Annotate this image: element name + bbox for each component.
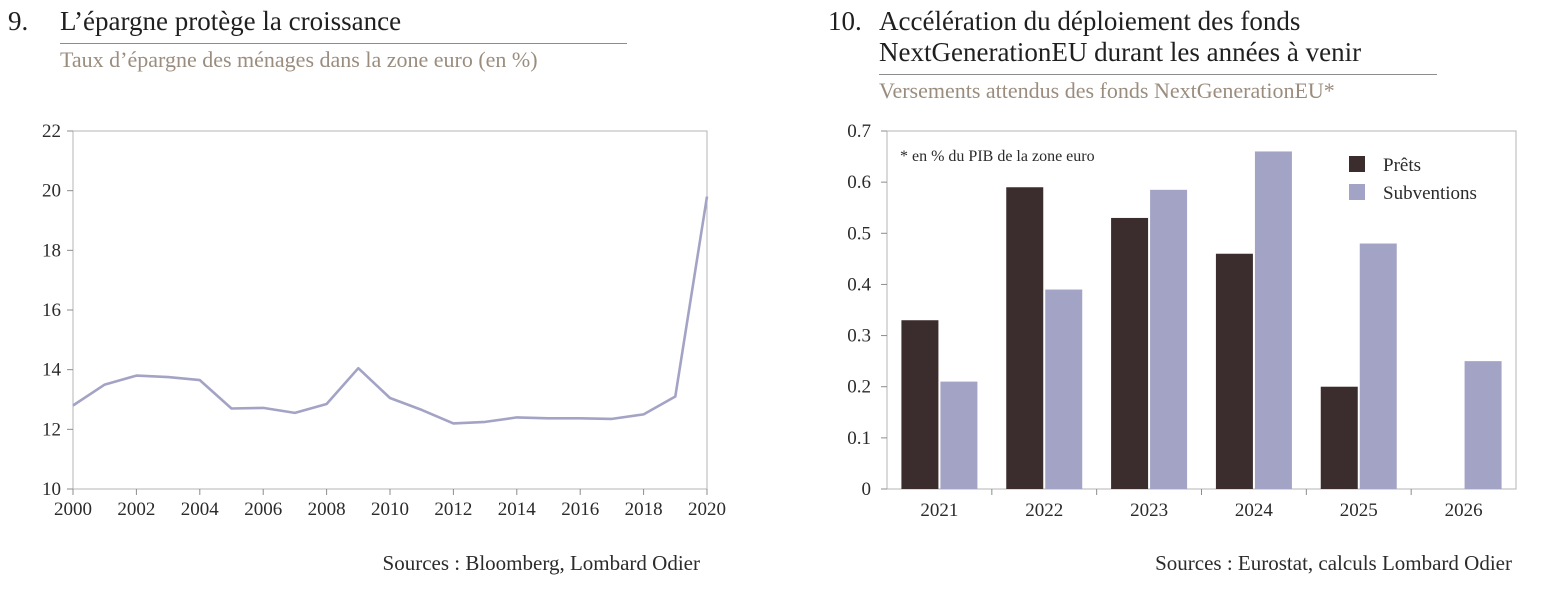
y-tick-label: 0.1 <box>847 428 871 449</box>
x-tick-label: 2012 <box>434 499 472 520</box>
x-tick-label: 2000 <box>54 499 92 520</box>
x-tick-label: 2018 <box>625 499 663 520</box>
x-tick-label: 2004 <box>181 499 220 520</box>
y-tick-label: 16 <box>42 300 61 321</box>
x-tick-label: 2023 <box>1130 500 1168 521</box>
bar-prets-2025 <box>1320 386 1358 489</box>
plot-frame <box>72 130 708 490</box>
title-rule <box>879 74 1437 75</box>
bar-subventions-2021 <box>940 381 978 489</box>
chart-number: 9. <box>8 6 29 36</box>
title-rule <box>60 43 627 44</box>
bar-subventions-2023 <box>1150 189 1188 490</box>
chart-annotation: * en % du PIB de la zone euro <box>900 148 1095 165</box>
panel-savings-rate: 9. L’épargne protège la croissance Taux … <box>0 0 760 595</box>
legend-label: Prêts <box>1383 155 1421 176</box>
chart-title-line2: NextGenerationEU durant les années à ven… <box>879 37 1362 67</box>
bar-subventions-2025 <box>1359 243 1397 489</box>
chart-source: Sources : Bloomberg, Lombard Odier <box>382 551 700 575</box>
y-tick-label: 10 <box>42 479 61 500</box>
chart-subtitle: Taux d’épargne des ménages dans la zone … <box>60 47 538 72</box>
y-tick-label: 20 <box>42 181 61 202</box>
bar-subventions-2022 <box>1045 289 1083 489</box>
y-tick-label: 0 <box>862 479 872 500</box>
x-tick-label: 2021 <box>920 500 958 521</box>
series-line <box>72 196 709 425</box>
y-tick-label: 22 <box>42 121 61 142</box>
y-tick-label: 18 <box>42 240 61 261</box>
chart-source: Sources : Eurostat, calculs Lombard Odie… <box>1155 551 1512 575</box>
chart-subtitle: Versements attendus des fonds NextGenera… <box>879 78 1335 103</box>
x-tick-label: 2010 <box>371 499 409 520</box>
y-tick-label: 0.6 <box>847 172 871 193</box>
x-tick-label: 2020 <box>688 499 726 520</box>
bar-prets-2022 <box>1006 187 1044 489</box>
savings-rate-line-chart: 10 12 14 16 18 20 22 2000 2002 2004 2006 2008 2010 2… <box>42 121 726 520</box>
bar-prets-2023 <box>1111 217 1149 489</box>
y-tick-label: 0.4 <box>847 274 871 295</box>
bar-prets-2021 <box>901 320 939 489</box>
chart-number: 10. <box>828 6 862 36</box>
x-tick-label: 2008 <box>308 499 346 520</box>
bar-prets-2024 <box>1215 253 1253 489</box>
legend-label: Subventions <box>1383 183 1477 204</box>
legend-swatch <box>1349 184 1365 200</box>
y-tick-label: 0.5 <box>847 223 871 244</box>
y-tick-label: 0.3 <box>847 326 871 347</box>
y-tick-label: 0.2 <box>847 377 871 398</box>
x-tick-label: 2016 <box>561 499 599 520</box>
x-tick-label: 2006 <box>244 499 282 520</box>
y-tick-label: 12 <box>42 419 61 440</box>
x-tick-label: 2002 <box>117 499 155 520</box>
x-tick-label: 2026 <box>1445 500 1483 521</box>
y-tick-label: 0.7 <box>847 121 871 142</box>
chart-title-line1: Accélération du déploiement des fonds <box>879 6 1301 36</box>
ngeu-bar-chart: 0 0.1 0.2 0.3 0.4 0.5 0.6 0.7 2021 2022 2023 2024 2… <box>847 121 1517 521</box>
x-tick-label: 2025 <box>1340 500 1378 521</box>
bar-subventions-2024 <box>1254 151 1292 489</box>
legend-swatch <box>1349 156 1365 172</box>
bar-subventions-2026 <box>1464 361 1502 489</box>
y-tick-label: 14 <box>42 360 62 381</box>
x-tick-label: 2014 <box>498 499 537 520</box>
panel-ngeu-funds: 10. Accélération du déploiement des fond… <box>820 0 1545 595</box>
chart-title: L’épargne protège la croissance <box>60 6 402 36</box>
x-tick-label: 2022 <box>1025 500 1063 521</box>
x-tick-label: 2024 <box>1235 500 1274 521</box>
